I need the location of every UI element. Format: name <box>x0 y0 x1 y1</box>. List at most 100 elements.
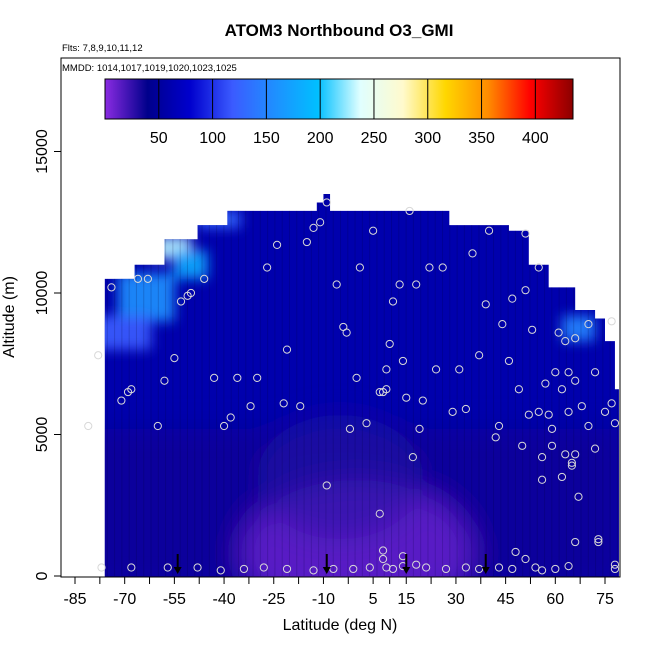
sample-point <box>551 564 560 574</box>
colorbar-tick-label: 150 <box>253 130 280 147</box>
sample-point <box>233 373 242 382</box>
curtain-stripe <box>595 193 597 577</box>
sample-point <box>475 564 484 574</box>
y-axis: 0 5000 10000 15000 <box>34 129 61 580</box>
sample-point <box>594 535 603 544</box>
sample-point <box>170 353 179 363</box>
high-ozone-region <box>104 315 152 350</box>
dates-subtitle: MMDD: 1014,1017,1019,1020,1023,1025 <box>62 63 237 74</box>
sample-point <box>574 492 583 501</box>
x-tick-label: 45 <box>497 591 515 608</box>
colorbar-tick-label: 100 <box>199 130 226 147</box>
curtain-stripe <box>165 193 167 577</box>
sample-point <box>352 373 361 382</box>
curtain-stripe <box>609 193 611 577</box>
curtain-stripe <box>143 193 145 577</box>
sample-point <box>143 274 152 283</box>
sample-point <box>296 402 305 411</box>
sample-point <box>193 563 202 572</box>
x-tick-label: -70 <box>113 591 136 608</box>
curtain-stripe <box>179 193 181 577</box>
sample-point <box>84 421 93 431</box>
curtain-stripe <box>565 193 567 577</box>
sample-point <box>382 365 391 374</box>
sample-point <box>97 563 106 572</box>
x-tick-label: 30 <box>447 591 465 608</box>
sample-point <box>216 566 225 575</box>
sample-point <box>524 410 533 419</box>
x-tick-label: 15 <box>397 591 415 608</box>
sample-point <box>279 399 288 408</box>
sample-point <box>455 365 464 374</box>
sample-point <box>408 453 417 462</box>
curtain-stripe <box>398 193 400 577</box>
curtain-stripe <box>442 193 444 577</box>
curtain-stripe <box>361 193 363 577</box>
sample-point <box>448 407 457 416</box>
sample-point <box>123 387 133 397</box>
x-tick-label: 5 <box>369 591 378 608</box>
chart-title: ATOM3 Northbound O3_GMI <box>225 21 454 40</box>
curtain-stripe <box>274 193 276 577</box>
sample-point <box>481 300 490 309</box>
sample-point <box>365 563 374 572</box>
high-ozone-region <box>197 210 241 228</box>
sample-point <box>521 554 530 564</box>
sample-point <box>385 339 394 349</box>
curtain-stripe <box>354 193 356 577</box>
sample-point <box>508 294 517 303</box>
sample-point <box>378 546 388 555</box>
sample-point <box>537 475 547 484</box>
sample-point <box>94 351 103 360</box>
sample-point <box>186 288 196 298</box>
curtain-stripe <box>493 193 495 577</box>
sample-point <box>388 297 398 306</box>
sample-point <box>431 365 441 374</box>
curtain-stripe <box>85 180 86 576</box>
sample-point <box>362 419 371 428</box>
curtain-stripe <box>114 193 116 577</box>
sample-point <box>484 226 494 235</box>
curtain-stripe <box>507 193 509 577</box>
x-axis-label: Latitude (deg N) <box>283 617 398 634</box>
curtain-stripe <box>252 193 254 577</box>
sample-point <box>564 561 573 571</box>
sample-point <box>322 481 331 490</box>
colorbar-tick-label: 250 <box>361 130 388 147</box>
sample-point <box>610 419 620 428</box>
sample-point <box>547 441 557 450</box>
colorbar-tick-label: 200 <box>307 130 334 147</box>
curtain-stripe <box>172 193 174 577</box>
curtain-stripe <box>536 193 538 577</box>
sample-point <box>544 410 553 419</box>
curtain-stripe <box>412 193 414 577</box>
sample-point <box>511 547 520 557</box>
curtain-stripe <box>500 193 502 577</box>
sample-point <box>475 351 484 360</box>
y-axis-label: Altitude (m) <box>1 276 18 358</box>
curtain-stripe <box>529 193 531 577</box>
curtain-stripe <box>456 193 458 577</box>
sample-point <box>528 325 537 334</box>
sample-point <box>309 223 318 233</box>
curtain-stripe <box>325 193 327 577</box>
curtain-stripe <box>92 180 93 576</box>
curtain-stripe <box>587 193 589 577</box>
sample-point <box>438 263 447 272</box>
plot-area <box>84 180 620 577</box>
sample-point <box>316 218 325 227</box>
sample-point <box>412 280 421 289</box>
curtain-stripe <box>296 193 298 577</box>
sample-point <box>498 320 507 329</box>
colorbar-tick-label: 400 <box>522 130 549 147</box>
curtain-stripe <box>194 193 196 577</box>
curtain-stripe <box>186 193 188 577</box>
curtain-stripe <box>281 193 283 577</box>
flight-arrow-head <box>481 567 490 574</box>
sample-point <box>607 317 616 326</box>
sample-point <box>259 563 268 572</box>
curtain-stripe <box>463 193 465 577</box>
curtain-stripe <box>237 193 239 577</box>
sample-point <box>210 373 219 382</box>
colorbar-gradient <box>104 78 574 120</box>
